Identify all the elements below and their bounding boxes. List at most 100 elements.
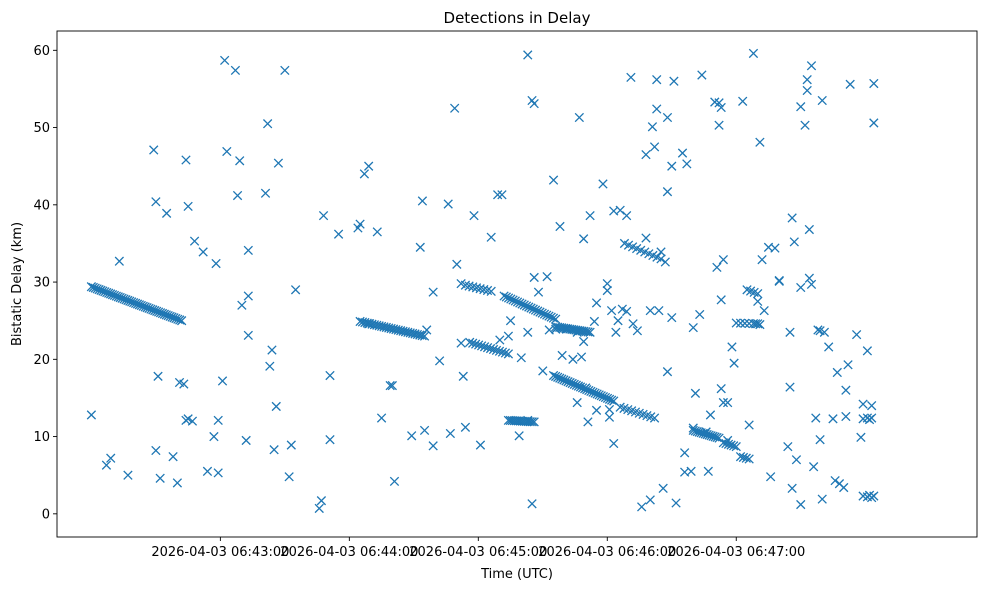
- data-point-marker: [389, 476, 400, 487]
- data-point-marker: [667, 161, 677, 171]
- data-point-marker: [189, 236, 200, 246]
- data-point-marker: [738, 96, 748, 106]
- data-point-marker: [787, 483, 797, 493]
- data-point-marker: [819, 327, 830, 337]
- data-point-marker: [385, 380, 395, 391]
- data-point-marker: [785, 327, 795, 337]
- data-point-marker: [325, 370, 335, 381]
- data-point-marker: [712, 432, 722, 443]
- data-point-marker: [419, 425, 430, 436]
- data-point-marker: [808, 462, 819, 472]
- data-point-marker: [572, 397, 582, 408]
- data-point-marker: [181, 155, 191, 165]
- data-point-marker: [473, 340, 484, 350]
- data-point-marker: [271, 401, 281, 412]
- data-point-marker: [243, 245, 253, 256]
- data-point-marker: [755, 137, 765, 147]
- data-point-marker: [789, 237, 799, 247]
- data-point-marker: [783, 441, 793, 452]
- data-point-marker: [839, 482, 849, 493]
- data-point-marker: [222, 146, 232, 157]
- data-point-marker: [652, 75, 662, 85]
- data-point-marker: [787, 213, 797, 223]
- plot-area: [56, 30, 978, 538]
- data-point-marker: [738, 452, 749, 463]
- data-point-marker: [523, 415, 533, 426]
- data-point-marker: [682, 159, 692, 169]
- y-tick-label: 10: [33, 430, 50, 445]
- data-point-marker: [741, 453, 751, 463]
- data-point-marker: [602, 278, 612, 289]
- data-point-marker: [662, 187, 673, 197]
- data-point-marker: [101, 460, 112, 470]
- data-point-marker: [153, 371, 163, 381]
- data-point-marker: [265, 361, 275, 371]
- data-point-marker: [591, 405, 602, 415]
- data-point-marker: [688, 423, 698, 433]
- data-point-marker: [753, 319, 763, 329]
- data-point-marker: [652, 104, 662, 114]
- data-point-marker: [869, 78, 879, 89]
- data-point-marker: [759, 305, 769, 316]
- data-point-marker: [731, 441, 741, 452]
- data-point-marker: [325, 435, 335, 445]
- data-point-marker: [686, 466, 696, 476]
- data-point-marker: [611, 327, 621, 337]
- data-point-marker: [735, 451, 746, 462]
- data-point-marker: [523, 50, 533, 60]
- data-point-marker: [237, 300, 247, 310]
- data-point-marker: [576, 352, 587, 362]
- data-point-marker: [482, 343, 493, 353]
- data-point-marker: [417, 330, 427, 341]
- y-axis: 0 10 20 30 40 50 60: [33, 44, 57, 522]
- data-point-marker: [488, 344, 499, 355]
- data-point-marker: [862, 346, 873, 356]
- data-point-marker: [806, 61, 817, 71]
- data-point-marker: [434, 356, 445, 366]
- data-point-marker: [869, 491, 879, 501]
- data-point-marker: [735, 318, 746, 328]
- data-point-marker: [213, 468, 223, 478]
- data-point-marker: [422, 325, 432, 335]
- data-point-marker: [209, 431, 219, 442]
- data-point-marker: [626, 72, 636, 83]
- data-point-marker: [774, 275, 784, 286]
- data-point-marker: [407, 431, 417, 441]
- y-tick-label: 60: [33, 44, 50, 59]
- data-point-marker: [765, 472, 776, 482]
- x-tick-label: 2026-04-03 06:43:00: [151, 545, 289, 560]
- data-point-marker: [712, 262, 722, 273]
- data-point-marker: [690, 388, 701, 398]
- data-point-marker: [716, 295, 726, 305]
- data-point-marker: [561, 324, 572, 334]
- data-point-marker: [505, 316, 516, 326]
- data-point-marker: [688, 322, 698, 333]
- data-point-marker: [714, 120, 724, 130]
- data-point-marker: [585, 210, 595, 221]
- data-point-marker: [785, 382, 795, 392]
- data-point-marker: [548, 313, 559, 323]
- data-points: [86, 48, 879, 514]
- data-point-marker: [533, 287, 544, 297]
- data-point-marker: [202, 466, 213, 476]
- data-point-marker: [591, 298, 602, 308]
- data-point-marker: [654, 305, 664, 316]
- data-point-marker: [168, 451, 178, 462]
- data-point-marker: [491, 345, 502, 356]
- data-point-marker: [832, 367, 842, 378]
- data-point-marker: [770, 243, 780, 253]
- data-point-marker: [714, 98, 724, 108]
- data-point-marker: [450, 103, 460, 113]
- y-tick-label: 0: [42, 507, 50, 522]
- data-point-marker: [841, 385, 851, 395]
- y-tick-label: 40: [33, 198, 50, 213]
- data-point-marker: [729, 358, 739, 368]
- data-point-marker: [114, 256, 124, 266]
- data-point-marker: [660, 257, 670, 267]
- data-point-marker: [744, 454, 754, 464]
- data-point-marker: [364, 161, 374, 171]
- data-point-marker: [726, 440, 736, 450]
- data-point-marker: [667, 312, 677, 323]
- data-point-marker: [731, 318, 741, 328]
- data-point-marker: [621, 306, 632, 317]
